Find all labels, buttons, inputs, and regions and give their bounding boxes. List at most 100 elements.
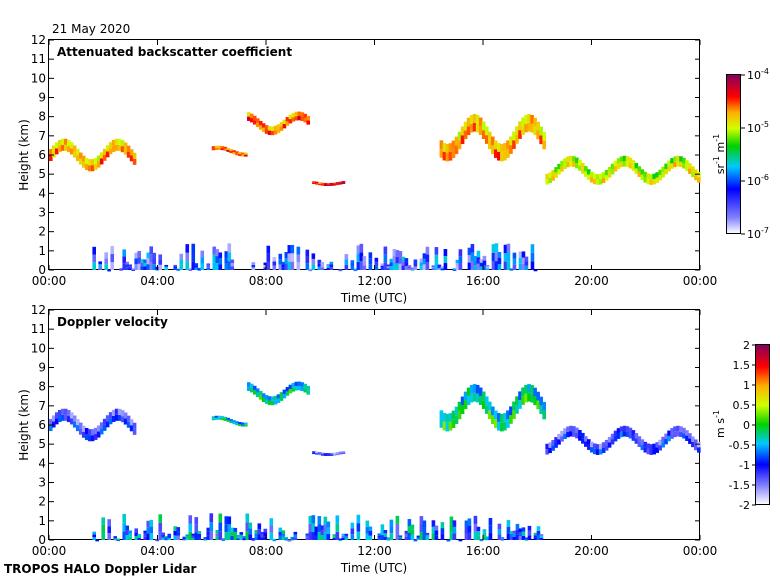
cloud-pixel [407,526,412,534]
cloud-pixel [249,383,254,389]
cloud-pixel [407,533,412,540]
cloud-pixel [117,138,122,145]
cloud-pixel [263,532,268,537]
cloud-pixel [527,122,531,132]
cloud-pixel [524,393,528,403]
cloud-pixel [557,169,561,175]
cloud-pixel [251,262,256,265]
cloud-pixel [290,537,295,540]
cloud-pixel [407,266,412,269]
cloud-pixel [536,535,541,540]
cloud-pixel [515,396,519,406]
cloud-pixel [247,112,251,117]
cloud-pixel [356,523,361,532]
cloud-pixel [592,173,597,179]
cloud-pixel [179,253,184,260]
cloud-pixel [451,140,456,150]
cloud-pixel [173,526,178,531]
cloud-pixel [270,396,275,401]
cloud-pixel [312,181,316,183]
cloud-pixel [676,431,680,437]
cloud-pixel [312,182,316,185]
cloud-pixel [194,267,199,270]
cloud-pixel [152,258,157,265]
cloud-pixel [383,246,388,255]
cloud-pixel [451,410,456,420]
cloud-pixel [282,119,287,124]
backscatter-colorbar-unit: sr-1 m-1 [712,134,727,174]
cloud-pixel [236,538,241,540]
cloud-pixel [249,113,254,119]
cloud-pixel [530,115,534,124]
cloud-pixel [194,517,199,525]
cloud-pixel [114,408,119,415]
cloud-pixel [578,165,582,171]
cloud-pixel [490,406,495,416]
cloud-feature-upper-cloud [247,111,310,136]
cloud-feature-cloud-patch [211,145,248,157]
cloud-pixel [350,522,355,529]
cloud-pixel [227,252,232,262]
x-tick-label: 16:00 [466,274,501,288]
cloud-pixel [500,537,505,539]
cloud-pixel [616,158,621,164]
cloud-pixel [410,534,415,540]
cloud-pixel [285,391,290,396]
cloud-pixel [356,245,361,254]
cloud-pixel [311,258,316,265]
cloud-pixel [297,111,302,116]
cloud-pixel [581,432,585,439]
cloud-pixel [233,527,238,532]
cloud-pixel [120,416,125,423]
cloud-pixel [442,413,447,422]
cloud-pixel [536,130,540,140]
cloud-pixel [622,155,627,162]
cloud-pixel [338,269,343,271]
x-tick-label: 00:00 [32,274,67,288]
cloud-pixel [655,177,659,183]
cloud-pixel [664,163,668,169]
cloud-pixel [664,168,668,175]
cloud-pixel [380,265,385,268]
cloud-pixel [380,267,385,270]
cloud-pixel [413,259,418,263]
cloud-pixel [481,130,486,139]
cloud-pixel [509,145,513,154]
cloud-pixel [643,441,648,448]
cloud-pixel [503,413,507,422]
cloud-pixel [587,174,591,180]
cloud-pixel [81,155,86,162]
cloud-pixel [616,428,621,434]
cloud-pixel [279,396,284,401]
cloud-pixel [473,255,478,261]
cloud-pixel [117,408,122,415]
cloud-pixel [338,453,343,455]
cloud-pixel [521,126,525,135]
cloud-pixel [425,532,430,536]
cloud-pixel [263,262,268,266]
cloud-pixel [293,537,298,540]
cloud-pixel [107,269,112,272]
cloud-pixel [422,533,427,540]
x-tick-label: 04:00 [140,544,175,558]
cloud-pixel [69,418,74,425]
cloud-pixel [515,135,519,144]
cloud-pixel [305,256,310,264]
cloud-pixel [149,533,154,540]
colorbar-tick-label: -1.5 [729,479,750,492]
cloud-pixel [467,532,472,540]
cloud-pixel [257,528,262,535]
cloud-pixel [288,119,293,124]
cloud-pixel [191,261,196,270]
cloud-pixel [484,135,489,144]
cloud-pixel [320,525,325,531]
y-tick-label: 9 [38,361,46,375]
cloud-pixel [542,131,546,141]
cloud-pixel [128,268,133,270]
cloud-pixel [515,529,520,535]
cloud-pixel [478,117,483,127]
cloud-pixel [404,533,409,537]
cloud-pixel [518,257,523,264]
cloud-pixel [318,183,322,186]
cloud-pixel [215,256,220,264]
